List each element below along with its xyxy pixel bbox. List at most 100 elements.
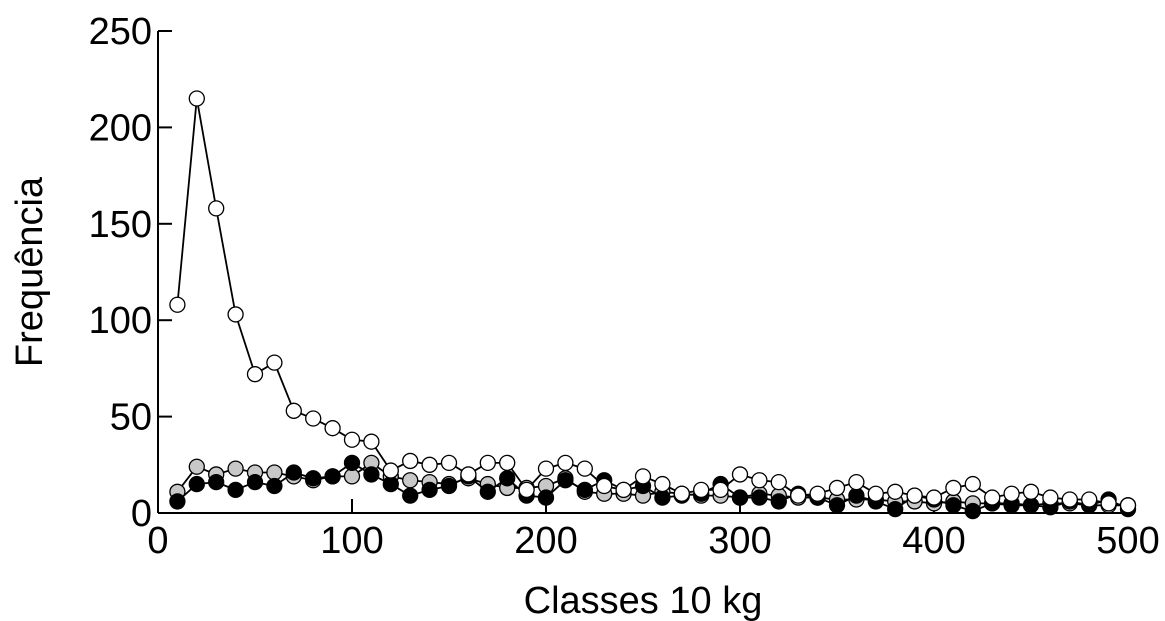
data-point bbox=[518, 481, 535, 499]
data-point bbox=[693, 481, 710, 499]
data-point bbox=[576, 481, 593, 499]
data-point bbox=[964, 475, 981, 493]
y-tick-label: 0 bbox=[131, 493, 152, 535]
y-tick-label: 50 bbox=[110, 397, 152, 439]
data-point bbox=[188, 475, 205, 493]
data-point bbox=[1003, 485, 1020, 502]
data-point bbox=[906, 487, 923, 504]
data-point bbox=[925, 489, 943, 506]
data-point bbox=[305, 470, 322, 487]
data-point bbox=[1022, 497, 1040, 514]
y-tick-label: 150 bbox=[89, 204, 152, 246]
data-point bbox=[227, 306, 244, 323]
data-point bbox=[266, 477, 283, 495]
data-point bbox=[770, 493, 787, 510]
data-point bbox=[809, 485, 826, 502]
data-point bbox=[421, 481, 438, 499]
data-point bbox=[557, 472, 574, 489]
y-tick-label: 100 bbox=[89, 300, 152, 342]
data-point bbox=[188, 458, 205, 475]
plot-area bbox=[169, 90, 1137, 520]
data-point bbox=[984, 489, 1001, 506]
data-point bbox=[964, 502, 981, 520]
data-point bbox=[848, 487, 865, 504]
data-point bbox=[227, 481, 244, 499]
data-point bbox=[382, 462, 399, 479]
data-point bbox=[537, 460, 555, 477]
data-point bbox=[266, 464, 283, 481]
data-point bbox=[460, 466, 477, 483]
data-point bbox=[1100, 495, 1117, 512]
data-point bbox=[363, 433, 380, 450]
x-tick-label: 200 bbox=[514, 520, 577, 562]
data-point bbox=[867, 485, 884, 502]
x-axis: 0 100 200 300 400 500 bbox=[147, 499, 1160, 562]
data-point bbox=[324, 420, 341, 437]
x-tick-label: 0 bbox=[147, 520, 168, 562]
data-point bbox=[402, 472, 419, 489]
data-point bbox=[169, 493, 186, 510]
data-point bbox=[557, 454, 574, 472]
data-point bbox=[285, 402, 302, 419]
data-point bbox=[305, 410, 322, 427]
data-point bbox=[246, 474, 264, 491]
y-axis-title: Frequência bbox=[9, 176, 51, 367]
data-point bbox=[363, 466, 380, 483]
x-ticks: 0 100 200 300 400 500 bbox=[147, 499, 1160, 562]
data-point bbox=[673, 485, 690, 502]
data-point bbox=[324, 468, 341, 485]
data-point bbox=[634, 468, 652, 485]
data-point bbox=[499, 470, 516, 487]
y-tick-label: 250 bbox=[89, 11, 152, 53]
data-point bbox=[440, 477, 458, 495]
x-axis-title: Classes 10 kg bbox=[524, 580, 763, 621]
data-point bbox=[945, 479, 962, 497]
data-point bbox=[499, 454, 516, 472]
data-point bbox=[576, 460, 593, 477]
data-point bbox=[1119, 497, 1137, 514]
data-point bbox=[266, 354, 283, 371]
data-point bbox=[402, 487, 419, 504]
series-line bbox=[176, 98, 1129, 507]
data-point bbox=[188, 90, 205, 107]
data-point bbox=[770, 474, 787, 491]
x-tick-label: 400 bbox=[902, 520, 965, 562]
data-point bbox=[440, 454, 458, 472]
data-point bbox=[751, 489, 768, 506]
data-point bbox=[246, 366, 264, 383]
data-point bbox=[285, 464, 302, 481]
data-point bbox=[343, 431, 361, 448]
data-point bbox=[1022, 483, 1040, 500]
data-point bbox=[479, 483, 496, 500]
data-point bbox=[208, 200, 225, 217]
data-point bbox=[402, 452, 419, 470]
x-tick-label: 100 bbox=[320, 520, 383, 562]
x-tick-label: 300 bbox=[708, 520, 771, 562]
data-point bbox=[654, 475, 671, 493]
data-point bbox=[887, 483, 904, 500]
data-point bbox=[208, 474, 225, 491]
series-open-circle bbox=[169, 90, 1137, 514]
data-point bbox=[887, 500, 904, 518]
data-point bbox=[1042, 489, 1059, 506]
data-point bbox=[848, 474, 865, 491]
data-point bbox=[479, 454, 496, 472]
data-point bbox=[945, 497, 962, 514]
y-tick-label: 200 bbox=[89, 107, 152, 149]
data-point bbox=[537, 489, 555, 506]
data-point bbox=[712, 481, 729, 499]
data-point bbox=[1061, 491, 1078, 508]
y-ticks: 0 50 100 150 200 250 bbox=[89, 11, 172, 535]
data-point bbox=[731, 489, 749, 506]
data-point bbox=[227, 460, 244, 477]
data-point bbox=[343, 468, 361, 485]
data-point bbox=[654, 489, 671, 506]
x-tick-label: 500 bbox=[1096, 520, 1159, 562]
data-point bbox=[596, 477, 613, 495]
data-point bbox=[828, 497, 846, 514]
data-point bbox=[790, 487, 807, 504]
data-point bbox=[1081, 491, 1098, 508]
data-point bbox=[828, 479, 846, 497]
data-point bbox=[382, 475, 399, 493]
